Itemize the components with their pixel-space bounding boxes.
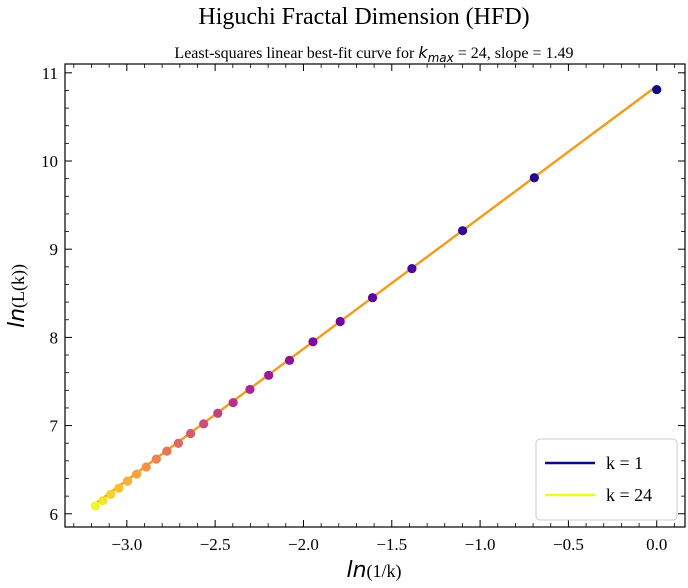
x-axis-label-arg: (1/k) (367, 561, 402, 582)
subtitle-var: k (418, 43, 428, 62)
x-tick-label: −2.5 (200, 535, 231, 554)
data-point (122, 476, 133, 486)
data-point (407, 264, 417, 274)
legend-box (535, 438, 678, 521)
data-points (90, 84, 662, 511)
data-point (114, 483, 124, 493)
x-axis-label: ln(1/k) (346, 558, 401, 583)
y-tick-label: 11 (42, 64, 58, 83)
data-point (367, 293, 378, 303)
data-point (308, 337, 318, 347)
data-point (106, 489, 116, 499)
data-point (458, 226, 468, 236)
legend-label-k24: k = 24 (606, 485, 652, 505)
x-tick-label: −1.5 (376, 535, 407, 554)
data-point (245, 384, 255, 395)
y-tick-label: 10 (41, 152, 58, 171)
data-point (652, 84, 662, 95)
chart-subtitle: Least-squares linear best-fit curve for … (174, 43, 573, 65)
x-axis-label-ln: ln (346, 558, 366, 583)
data-point (185, 428, 196, 439)
subtitle-var-sub: max (428, 51, 455, 65)
data-point (173, 438, 184, 448)
data-point (162, 446, 172, 456)
x-tick-label: −3.0 (111, 535, 142, 554)
y-tick-label: 6 (50, 505, 59, 524)
y-tick-label: 9 (50, 240, 59, 259)
data-point (132, 469, 142, 479)
x-tick-label: 0.0 (646, 535, 667, 554)
subtitle-suffix: = 24, slope = 1.49 (454, 45, 574, 62)
legend: k = 1 k = 24 (535, 438, 678, 521)
data-point (151, 454, 161, 464)
y-axis-label: ln(L(k)) (5, 264, 30, 328)
data-point (98, 495, 108, 506)
data-point (228, 398, 238, 408)
y-axis-label-ln: ln (5, 308, 30, 328)
y-tick-label: 8 (50, 328, 59, 347)
tick-labels: −3.0 −2.5 −2.0 −1.5 −1.0 −0.5 0.0 6 7 8 9 10 11 (41, 64, 667, 554)
data-point (264, 370, 274, 380)
legend-label-k1: k = 1 (606, 453, 643, 473)
data-point (213, 408, 223, 418)
x-tick-label: −0.5 (553, 535, 584, 554)
data-point (284, 355, 295, 365)
data-point (529, 173, 539, 183)
data-point (141, 462, 151, 472)
subtitle-prefix: Least-squares linear best-fit curve for (174, 45, 418, 62)
data-point (335, 316, 345, 327)
x-tick-label: −2.0 (288, 535, 319, 554)
data-point (90, 501, 100, 511)
y-axis-label-arg: (L(k)) (8, 264, 29, 308)
axis-ticks (65, 64, 685, 527)
x-tick-label: −1.0 (465, 535, 496, 554)
chart-title: Higuchi Fractal Dimension (HFD) (198, 4, 529, 30)
y-tick-label: 7 (50, 417, 59, 436)
plot-frame (64, 63, 686, 528)
data-point (199, 419, 209, 429)
